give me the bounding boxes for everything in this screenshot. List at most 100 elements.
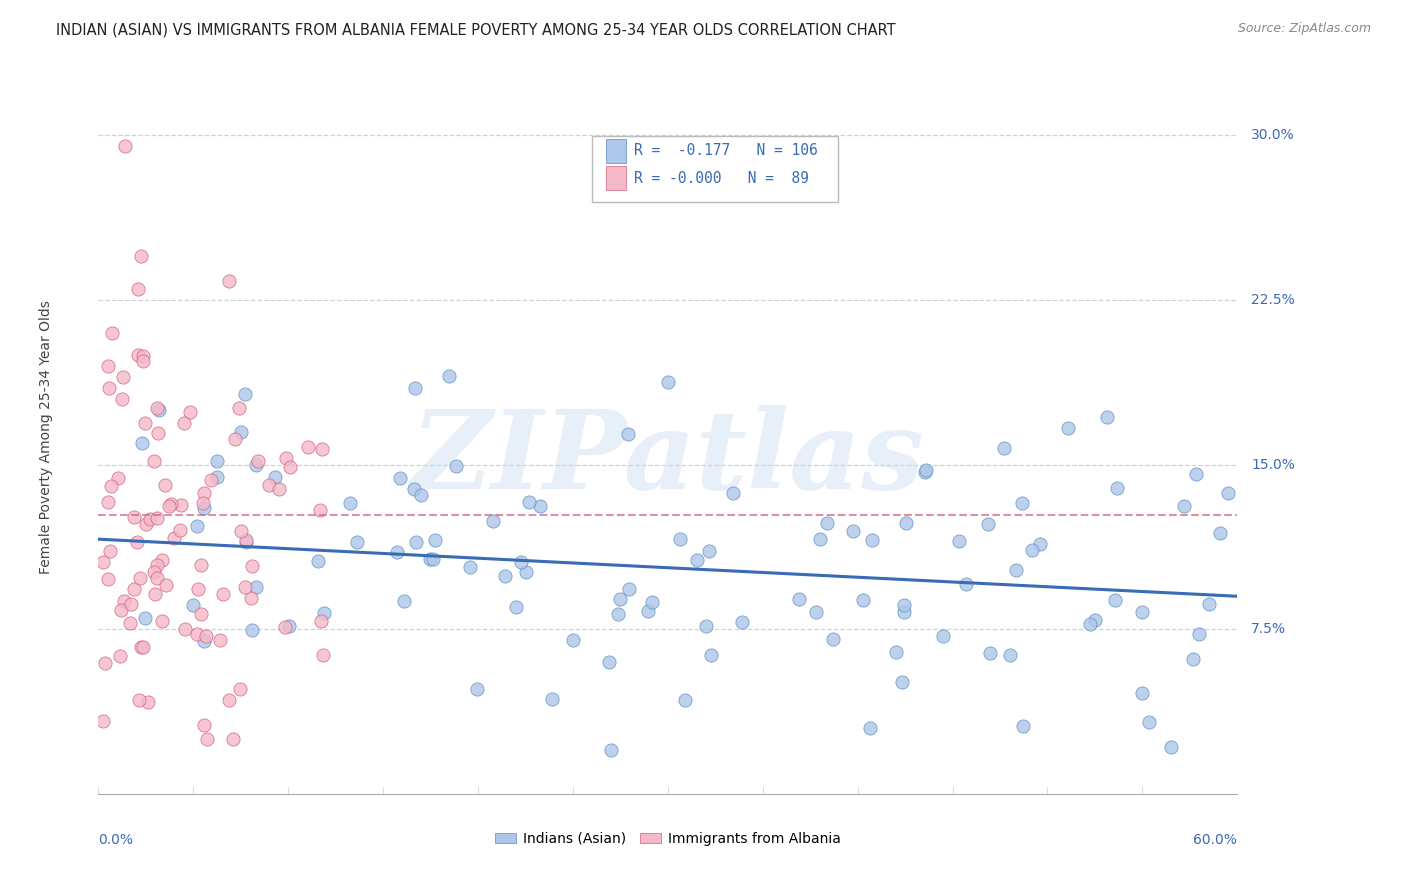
Point [94,656,117,670]
Point [617,426,640,441]
Text: 7.5%: 7.5% [1251,623,1286,636]
Point [307,554,329,568]
Point [893,605,915,619]
Point [186,518,208,533]
Point [339,496,361,510]
Point [110,603,132,617]
Point [278,619,301,633]
Point [482,514,505,528]
Point [257,478,280,492]
Point [179,405,201,419]
Point [1021,543,1043,558]
Point [394,594,416,608]
Point [669,532,692,546]
Point [1132,686,1154,700]
Point [160,497,183,511]
Point [228,401,250,415]
Point [205,470,228,484]
Point [157,499,180,513]
Point [993,441,1015,455]
Text: ZIPatlas: ZIPatlas [411,405,925,512]
Point [529,499,551,513]
Point [120,597,142,611]
Point [1011,496,1033,510]
Point [146,425,169,440]
Point [1104,592,1126,607]
Point [278,459,301,474]
Point [1080,616,1102,631]
Point [465,681,488,696]
Point [187,582,209,596]
Point [821,632,844,647]
Point [509,555,531,569]
Point [129,571,152,585]
Point [1160,739,1182,754]
Point [458,560,481,574]
Point [673,692,696,706]
Point [97,359,120,373]
Point [153,478,176,492]
Point [955,577,977,591]
Point [155,578,177,592]
Point [404,381,426,395]
Point [806,605,828,619]
Point [205,454,228,468]
Point [422,552,444,566]
Point [1216,486,1239,500]
Point [1173,500,1195,514]
Point [977,516,1000,531]
Point [190,558,212,573]
Point [163,531,186,545]
Point [111,392,134,406]
Point [1188,626,1211,640]
Point [1107,482,1129,496]
Point [148,402,170,417]
Point [108,649,131,664]
Point [860,533,883,547]
Text: Source: ZipAtlas.com: Source: ZipAtlas.com [1237,22,1371,36]
Point [609,591,631,606]
Point [100,479,122,493]
Point [808,532,831,546]
Point [1185,467,1208,481]
Point [1029,537,1052,551]
Point [419,551,441,566]
Point [517,495,540,509]
Point [146,401,169,415]
Point [700,648,723,663]
Point [97,495,120,509]
Point [346,535,368,549]
Point [246,454,269,468]
Point [240,623,263,637]
Text: 60.0%: 60.0% [1194,833,1237,847]
Point [815,516,838,530]
Point [127,282,149,296]
Point [136,695,159,709]
Point [948,533,970,548]
Point [131,349,153,363]
Point [134,416,156,430]
Point [884,645,907,659]
Point [209,633,232,648]
Point [173,416,195,430]
Point [131,435,153,450]
Point [107,471,129,485]
Point [193,501,215,516]
Point [979,646,1001,660]
Point [274,620,297,634]
Point [600,743,623,757]
Point [194,629,217,643]
Point [124,582,146,596]
Point [129,249,152,263]
Point [212,587,235,601]
Point [229,681,252,696]
Point [224,432,246,446]
Point [309,503,332,517]
Point [385,544,408,558]
Point [914,465,936,479]
Point [152,553,174,567]
Text: 30.0%: 30.0% [1251,128,1295,142]
Point [231,524,253,538]
Point [131,640,153,654]
Point [181,598,204,612]
